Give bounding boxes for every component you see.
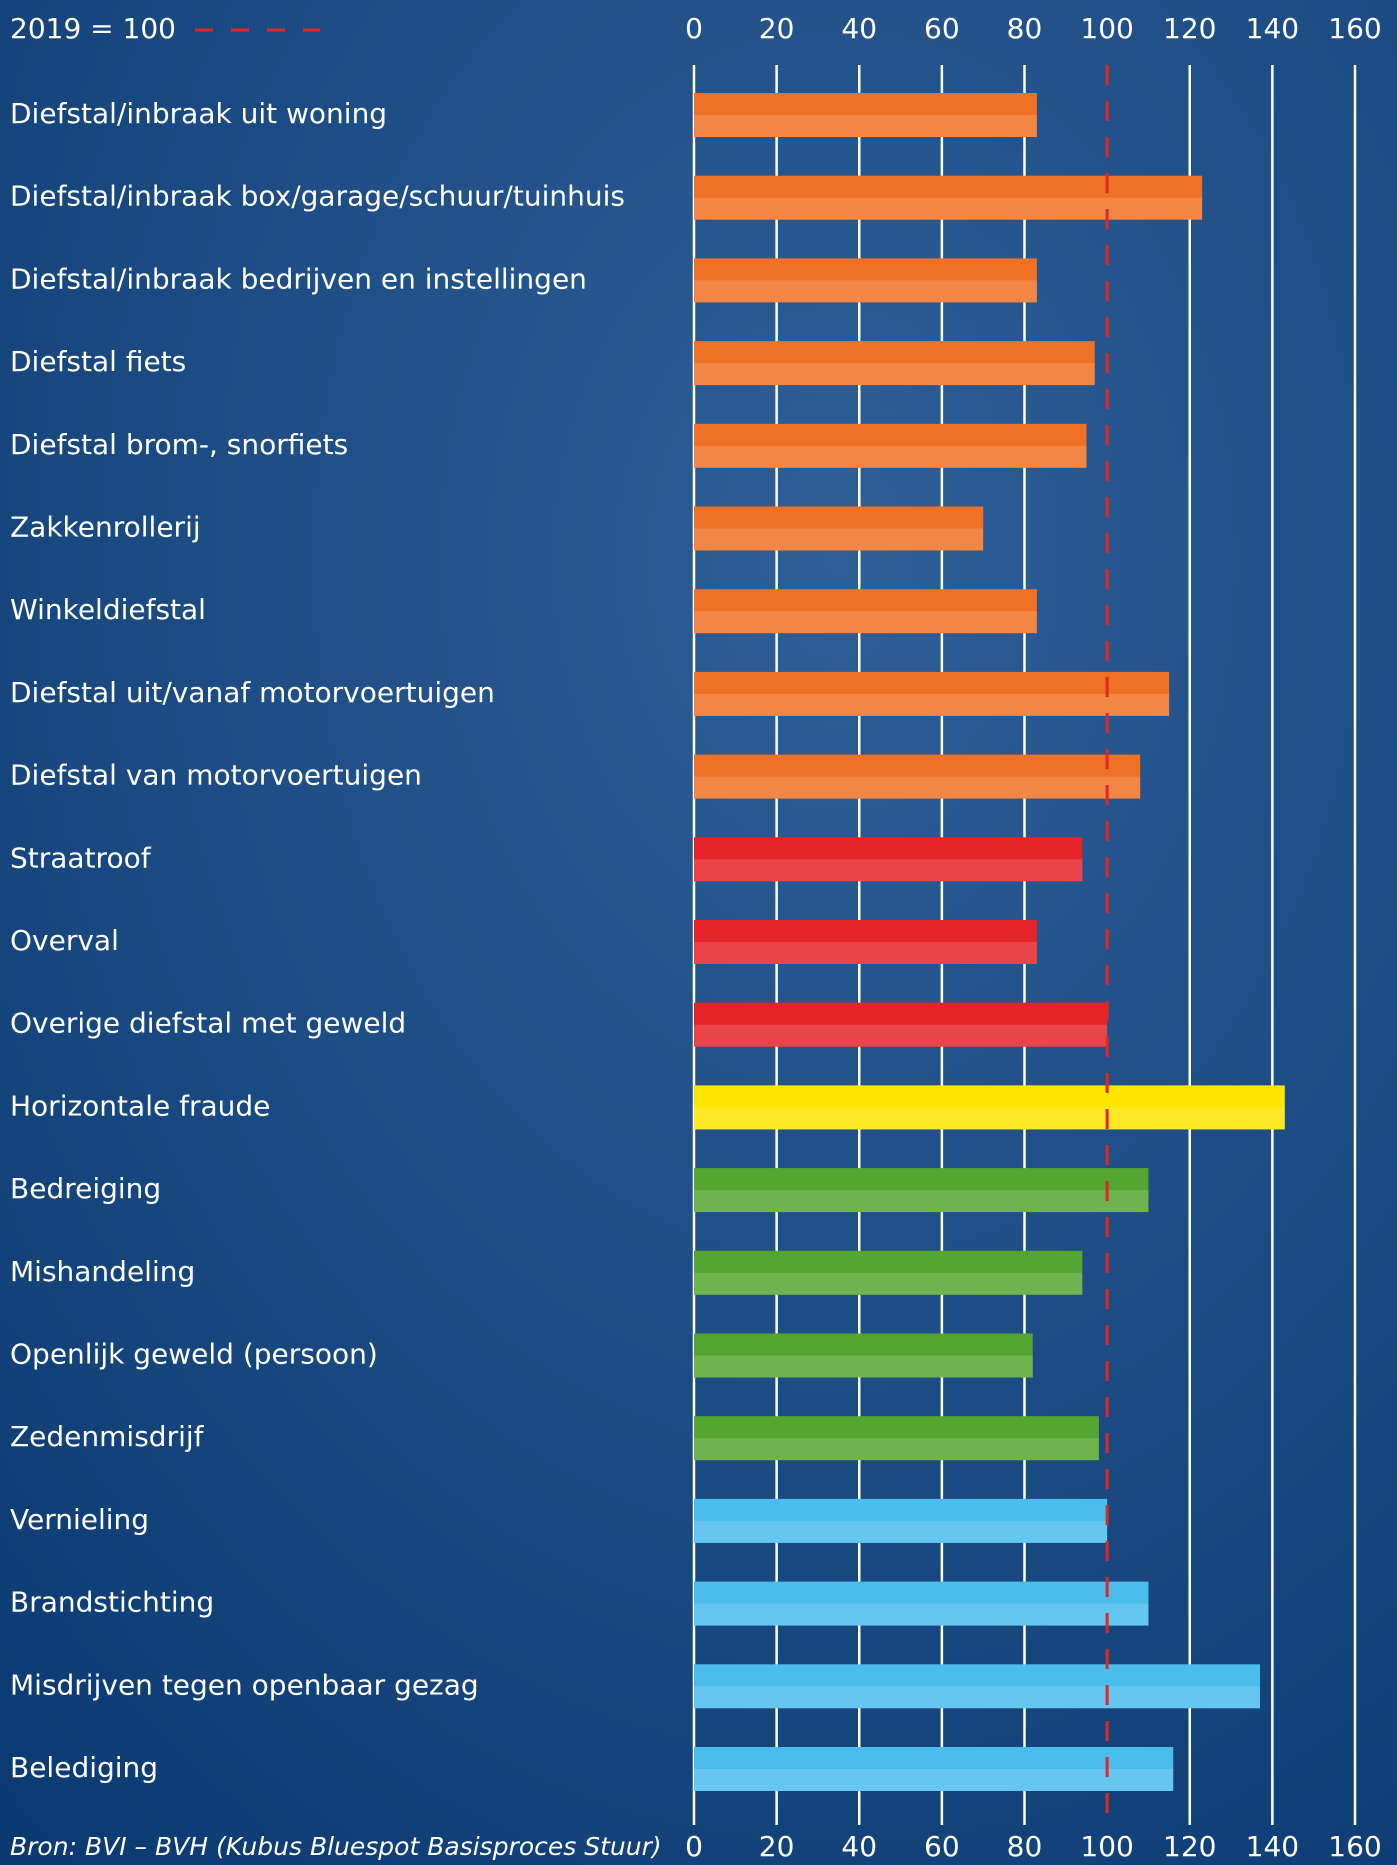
category-label: Diefstal/inbraak uit woning [10,97,387,130]
category-label: Openlijk geweld (persoon) [10,1338,378,1371]
bar [694,1582,1148,1626]
category-label: Diefstal/inbraak bedrijven en instelling… [10,262,587,295]
bar [694,1003,1107,1047]
x-tick-label: 160 [1328,12,1381,45]
x-tick-label: 120 [1163,12,1216,45]
category-label: Diefstal uit/vanaf motorvoertuigen [10,676,495,709]
bar [694,341,1095,385]
category-label: Zakkenrollerij [10,511,201,544]
category-label: Overige diefstal met geweld [10,1007,406,1040]
bar-shade [694,942,1037,964]
category-label: Belediging [10,1751,158,1784]
bar-shade [694,1438,1099,1460]
bar [694,1168,1148,1212]
x-tick-label: 80 [1007,1830,1043,1863]
category-label: Winkeldiefstal [10,593,206,626]
bar-shade [694,1107,1285,1129]
category-label: Diefstal brom-, snorfiets [10,428,348,461]
bar [694,424,1086,468]
category-label: Bedreiging [10,1172,161,1205]
category-label: Overval [10,924,119,957]
bar-shade [694,198,1202,220]
category-label: Mishandeling [10,1255,195,1288]
bar [694,93,1037,137]
x-tick-label: 40 [841,12,877,45]
x-tick-label: 120 [1163,1830,1216,1863]
bar-shade [694,777,1140,799]
x-tick-label: 40 [841,1830,877,1863]
bar-shade [694,529,983,551]
chart: 2019 = 100 Bron: BVI – BVH (Kubus Bluesp… [0,0,1397,1865]
bar-shade [694,363,1095,385]
bar-shade [694,611,1037,633]
reference-label: 2019 = 100 [10,12,176,45]
bar-shade [694,446,1086,468]
bar-shade [694,1521,1107,1543]
bar-shade [694,694,1169,716]
bar [694,1664,1260,1708]
bar [694,1085,1285,1129]
bar-shade [694,1273,1082,1295]
bar [694,920,1037,964]
bar [694,1251,1082,1295]
bar [694,1747,1173,1791]
x-tick-label: 60 [924,1830,960,1863]
bar-shade [694,1604,1148,1626]
bar [694,1416,1099,1460]
bar [694,258,1037,302]
bar [694,176,1202,220]
bar-shade [694,280,1037,302]
source: Bron: BVI – BVH (Kubus Bluespot Basispro… [10,1832,662,1861]
category-label: Diefstal van motorvoertuigen [10,759,422,792]
x-tick-label: 100 [1080,1830,1133,1863]
x-tick-label: 0 [685,12,703,45]
category-label: Vernieling [10,1503,149,1536]
bar [694,1334,1033,1378]
x-tick-label: 140 [1246,1830,1299,1863]
bar [694,589,1037,633]
category-label: Straatroof [10,841,152,874]
x-tick-label: 140 [1246,12,1299,45]
page: {"chart_data": {"type": "bar", "orientat… [0,0,1397,1865]
category-label: Misdrijven tegen openbaar gezag [10,1668,479,1701]
bar-shade [694,1356,1033,1378]
bar [694,507,983,551]
bar-shade [694,859,1082,881]
x-tick-label: 20 [759,12,795,45]
bar [694,1499,1107,1543]
x-tick-label: 100 [1080,12,1133,45]
bar [694,837,1082,881]
bar [694,672,1169,716]
category-label: Zedenmisdrijf [10,1420,205,1453]
category-label: Brandstichting [10,1586,214,1619]
x-tick-label: 20 [759,1830,795,1863]
bar-shade [694,115,1037,137]
x-tick-label: 0 [685,1830,703,1863]
bar-shade [694,1686,1260,1708]
bar-shade [694,1025,1107,1047]
bar [694,755,1140,799]
bar-shade [694,1769,1173,1791]
bar-shade [694,1190,1148,1212]
x-tick-label: 80 [1007,12,1043,45]
category-label: Diefstal fiets [10,345,186,378]
x-tick-label: 160 [1328,1830,1381,1863]
category-label: Horizontale fraude [10,1089,270,1122]
category-label: Diefstal/inbraak box/garage/schuur/tuinh… [10,180,625,213]
x-tick-label: 60 [924,12,960,45]
